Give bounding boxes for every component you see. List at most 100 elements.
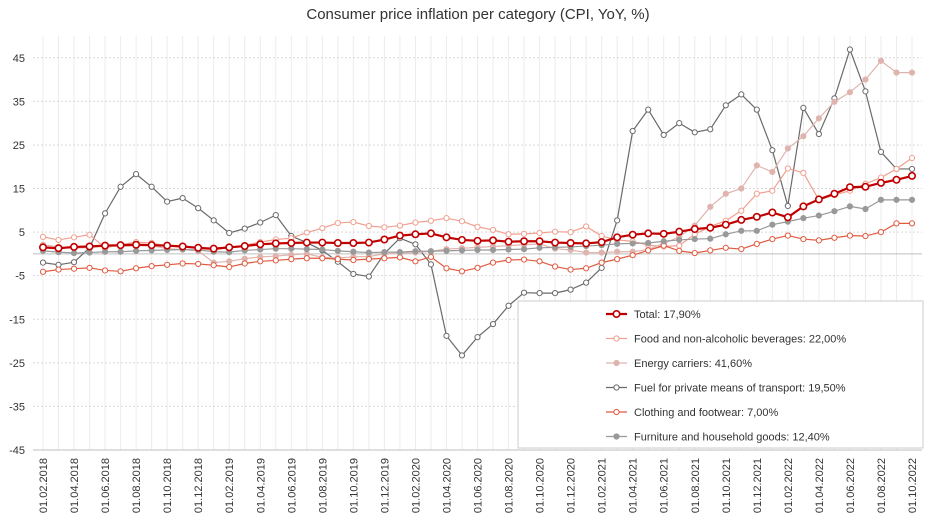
data-point [800,104,807,112]
data-point [753,162,760,169]
legend-label: Clothing and footwear: 7,00% [634,407,779,419]
data-point [101,248,109,255]
data-point [505,302,512,309]
data-point [116,241,125,250]
legend-item: Food and non-alcoholic beverages: 22,00% [606,334,846,346]
x-tick-label: 01.10.2022 [907,458,919,513]
x-tick-label: 01.06.2019 [286,458,298,513]
data-point [489,236,498,245]
data-point [474,246,481,254]
y-axis: 45 35 25 15 5 -5 -15 -25 -35 -45 [9,53,25,457]
data-point [614,240,621,247]
data-point [628,230,637,239]
data-point [240,242,249,251]
data-point [55,236,62,244]
data-point [271,239,280,248]
data-point [195,260,202,268]
legend-label: Energy carriers: 41,60% [634,358,752,370]
data-point [892,175,901,184]
x-tick-label: 01.02.2019 [224,458,236,513]
data-point [164,261,171,268]
legend-label: Food and non-alcoholic beverages: 22,00% [634,334,846,346]
data-point [458,247,466,254]
data-point [458,352,466,359]
data-point [769,147,776,154]
data-point [505,256,512,264]
data-point [39,268,47,275]
data-point [164,198,171,205]
x-tick-label: 01.08.2020 [504,458,516,513]
y-tick-label: -45 [9,445,25,457]
data-point [272,257,279,264]
data-point [784,145,791,152]
data-point [443,215,450,222]
data-point [645,239,652,247]
data-point [691,249,698,257]
data-point [815,237,822,244]
data-point [426,229,435,238]
x-tick-label: 01.02.2020 [410,458,422,513]
data-point [676,236,683,244]
x-tick-label: 01.06.2018 [100,458,112,513]
data-point [831,234,838,241]
data-point [675,227,684,236]
data-point [659,229,668,238]
data-point [877,57,885,64]
data-point [520,256,528,263]
data-point [412,219,419,226]
legend-item: Energy carriers: 41,60% [606,358,752,370]
data-point [536,290,543,297]
data-point [597,238,606,247]
x-tick-label: 01.10.2019 [348,458,360,513]
data-point [380,235,389,244]
data-point [907,171,916,180]
legend-marker [613,359,620,367]
data-point [862,88,869,95]
data-point [800,133,807,140]
data-point [474,223,481,230]
y-tick-label: 5 [19,227,25,239]
data-point [86,249,93,256]
data-point [846,203,854,210]
x-tick-label: 01.04.2019 [255,458,267,513]
data-point [179,195,186,202]
data-point [629,252,636,259]
data-point [738,185,745,192]
data-point [691,129,698,136]
data-point [769,221,776,228]
data-point [132,240,141,249]
data-point [598,264,605,271]
data-point [133,171,140,178]
data-point [520,230,528,237]
data-point [365,256,372,263]
y-tick-label: 35 [13,96,25,108]
y-tick-label: -25 [9,358,25,370]
data-point [241,225,248,232]
data-point [908,196,916,203]
chart-title: Consumer price inflation per category (C… [306,6,649,23]
x-tick-label: 01.12.2018 [193,458,205,513]
data-point [815,212,822,219]
data-point [257,219,264,226]
data-point [566,239,575,248]
data-point [877,229,885,236]
data-point [257,258,264,265]
data-point [365,222,372,230]
data-point [598,259,605,266]
data-point [256,240,265,249]
data-point [800,169,807,176]
data-point [349,239,358,248]
data-point [738,246,745,253]
legend-marker [613,408,620,416]
data-point [427,253,435,261]
data-point [769,235,776,243]
data-point [473,236,482,245]
data-point [753,106,760,113]
data-point [583,279,590,286]
data-point [737,215,746,224]
data-point [614,256,621,263]
data-point [70,259,78,266]
data-point [505,231,512,238]
series-0 [38,171,916,253]
